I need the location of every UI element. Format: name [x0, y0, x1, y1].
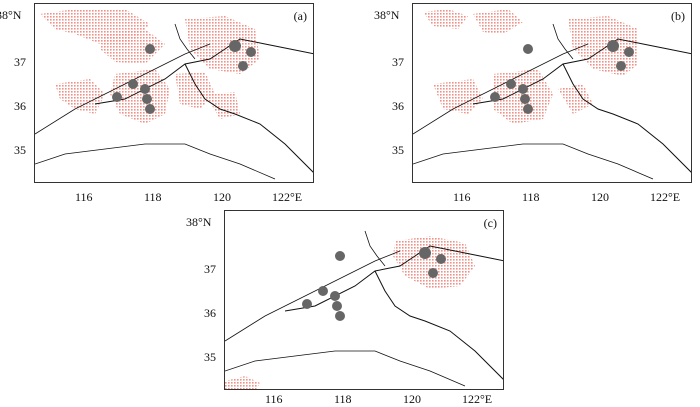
marker: [238, 61, 248, 71]
marker: [490, 92, 500, 102]
marker: [523, 104, 533, 114]
y-tick-label: 37: [204, 262, 216, 276]
panel-label: (c): [483, 216, 497, 230]
map-canvas: [413, 9, 691, 180]
marker: [330, 291, 340, 301]
panel-label: (b): [671, 9, 685, 23]
y-tick-label: 36: [204, 306, 216, 320]
marker: [140, 84, 150, 94]
shaded-region: [393, 236, 475, 289]
x-tick-label: 120: [213, 190, 231, 204]
marker: [335, 251, 345, 261]
x-tick-label: 116: [453, 190, 471, 204]
y-tick-label: 38°N: [0, 8, 22, 22]
y-tick-label: 37: [392, 55, 404, 69]
y-tick-label: 38°N: [186, 215, 212, 229]
shaded-region: [225, 376, 260, 389]
marker: [419, 247, 431, 259]
marker: [145, 44, 155, 54]
marker: [145, 104, 155, 114]
marker: [335, 311, 345, 321]
marker: [607, 40, 619, 52]
shaded-region: [433, 79, 483, 114]
shoreline: [562, 63, 691, 173]
y-tick-label: 36: [14, 99, 26, 113]
boundary: [174, 23, 196, 60]
marker: [518, 84, 528, 94]
map-frame: (a): [34, 3, 314, 183]
x-tick-label: 120: [403, 392, 421, 406]
y-tick-label: 38°N: [374, 8, 400, 22]
marker: [128, 79, 138, 89]
shaded-region: [55, 79, 105, 114]
x-tick-label: 118: [144, 190, 162, 204]
marker: [520, 94, 530, 104]
boundary: [552, 23, 574, 60]
x-tick-label: 122°E: [272, 190, 303, 204]
shaded-region: [185, 16, 260, 74]
marker: [428, 268, 438, 278]
boundary: [413, 143, 654, 180]
x-tick-label: 116: [265, 392, 283, 406]
x-tick-label: 118: [522, 190, 540, 204]
marker: [506, 79, 516, 89]
x-tick-label: 122°E: [650, 190, 681, 204]
y-tick-label: 37: [14, 55, 26, 69]
y-tick-label: 35: [14, 143, 26, 157]
shaded-region: [568, 16, 638, 76]
map-canvas: [35, 9, 313, 180]
marker: [112, 92, 122, 102]
marker: [436, 254, 446, 264]
shoreline: [374, 270, 503, 380]
shaded-region: [558, 84, 593, 114]
marker: [142, 94, 152, 104]
shaded-region: [110, 69, 170, 124]
marker: [523, 44, 533, 54]
x-tick-label: 116: [75, 190, 93, 204]
shaded-region: [100, 29, 165, 64]
y-tick-label: 36: [392, 99, 404, 113]
marker: [332, 301, 342, 311]
boundary: [225, 350, 466, 387]
x-tick-label: 118: [334, 392, 352, 406]
map-frame: (b): [412, 3, 692, 183]
boundary: [35, 143, 276, 180]
panel-b: (b) 38°N 37 36 35 116 118 120 122°E: [374, 3, 692, 203]
shoreline: [184, 63, 313, 173]
map-frame: (c): [224, 210, 504, 390]
marker: [624, 47, 634, 57]
map-canvas: [225, 230, 503, 389]
y-tick-label: 35: [204, 350, 216, 364]
river: [225, 250, 401, 342]
y-tick-label: 35: [392, 143, 404, 157]
marker: [616, 61, 626, 71]
shaded-region: [175, 72, 215, 109]
marker: [246, 47, 256, 57]
marker: [318, 286, 328, 296]
panel-label: (a): [293, 9, 307, 23]
panel-a: (a) 38°N 37 36 35 116 118 120 122°E: [0, 3, 314, 203]
marker: [302, 299, 312, 309]
shaded-region: [205, 92, 240, 119]
x-tick-label: 120: [591, 190, 609, 204]
shaded-region: [473, 9, 523, 34]
x-tick-label: 122°E: [462, 392, 493, 406]
panel-c: (c) 38°N 37 36 35 116 118 120 122°E: [186, 210, 504, 405]
shaded-region: [423, 9, 468, 29]
marker: [229, 40, 241, 52]
boundary: [364, 230, 386, 267]
